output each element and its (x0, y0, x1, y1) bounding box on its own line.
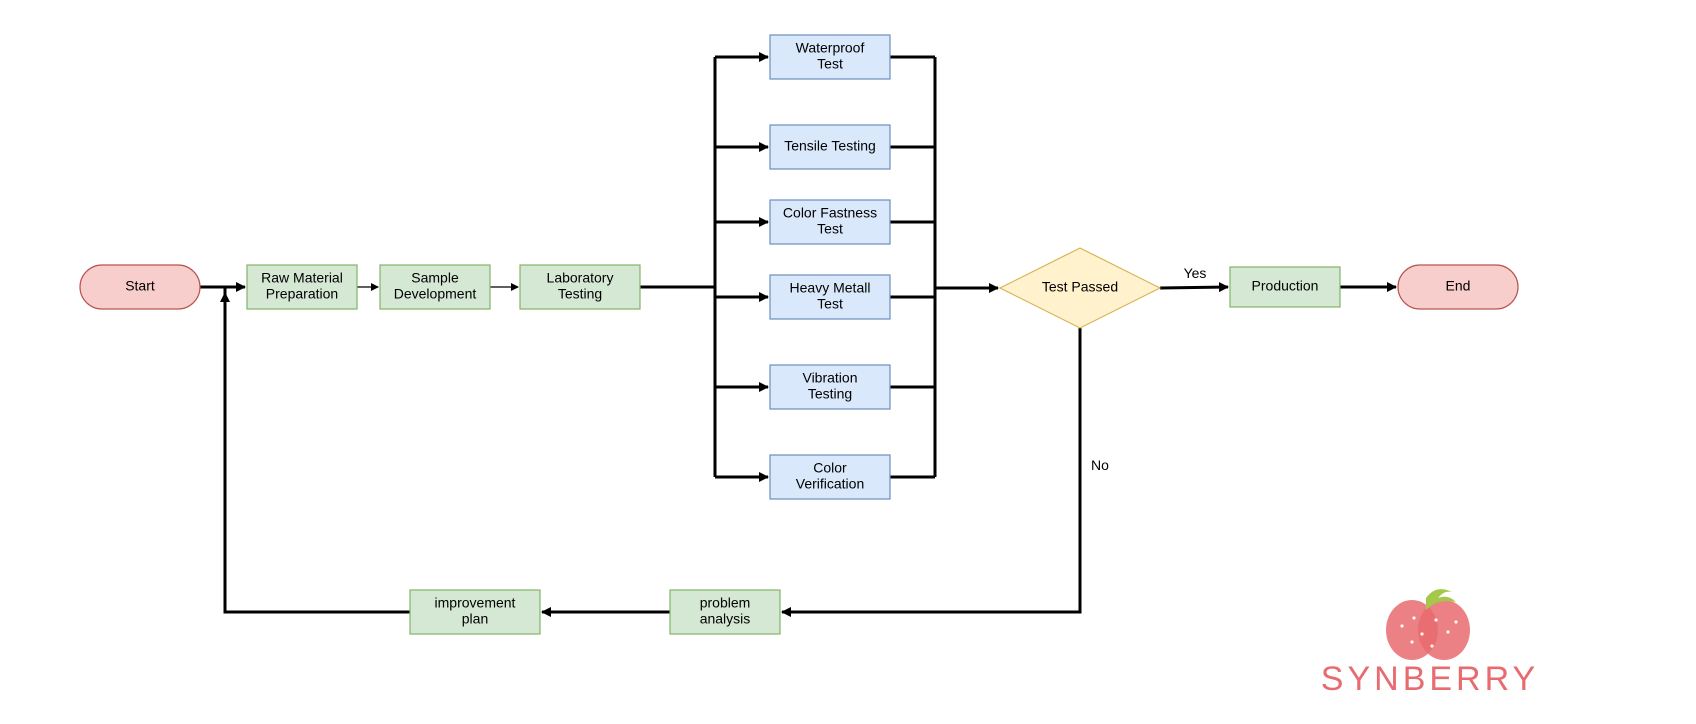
svg-text:Tensile Testing: Tensile Testing (784, 138, 876, 154)
svg-text:Raw Material: Raw Material (261, 270, 343, 286)
svg-text:Vibration: Vibration (802, 370, 857, 386)
node-color-fastness-test: Color FastnessTest (770, 200, 890, 244)
svg-text:Sample: Sample (411, 270, 459, 286)
node-laboratory-testing: LaboratoryTesting (520, 265, 640, 309)
svg-text:Start: Start (125, 278, 155, 294)
svg-text:plan: plan (462, 611, 488, 627)
node-end: End (1398, 265, 1518, 309)
svg-text:Production: Production (1252, 278, 1319, 294)
svg-text:Testing: Testing (558, 286, 602, 302)
svg-text:No: No (1091, 457, 1109, 473)
svg-text:analysis: analysis (700, 611, 751, 627)
svg-text:Testing: Testing (808, 386, 852, 402)
svg-text:Preparation: Preparation (266, 286, 338, 302)
svg-text:SYNBERRY: SYNBERRY (1321, 660, 1539, 698)
node-start: Start (80, 265, 200, 309)
svg-text:Development: Development (394, 286, 477, 302)
node-waterproof-test: WaterproofTest (770, 35, 890, 79)
svg-text:Heavy Metall: Heavy Metall (790, 280, 871, 296)
logo-synberry: SYNBERRY (1321, 589, 1539, 698)
svg-text:Laboratory: Laboratory (547, 270, 614, 286)
svg-text:improvement: improvement (435, 595, 516, 611)
svg-text:problem: problem (700, 595, 751, 611)
node-vibration-testing: VibrationTesting (770, 365, 890, 409)
svg-text:Color: Color (813, 460, 847, 476)
svg-text:Test: Test (817, 56, 843, 72)
node-color-verification: ColorVerification (770, 455, 890, 499)
node-decision-test-passed: Test Passed (1000, 248, 1160, 328)
node-production: Production (1230, 267, 1340, 307)
svg-text:Yes: Yes (1184, 265, 1207, 281)
node-problem-analysis: problemanalysis (670, 590, 780, 634)
node-heavy-metal-test: Heavy MetallTest (770, 275, 890, 319)
node-improvement-plan: improvementplan (410, 590, 540, 634)
svg-text:Test: Test (817, 296, 843, 312)
svg-text:Test Passed: Test Passed (1042, 279, 1118, 295)
svg-text:Color Fastness: Color Fastness (783, 205, 877, 221)
svg-text:Test: Test (817, 221, 843, 237)
node-raw-material: Raw MaterialPreparation (247, 265, 357, 309)
svg-text:Verification: Verification (796, 476, 864, 492)
nodes-layer: Start Raw MaterialPreparation SampleDevelo… (80, 35, 1518, 634)
svg-text:Waterproof: Waterproof (796, 40, 865, 56)
svg-text:End: End (1446, 278, 1471, 294)
node-sample-development: SampleDevelopment (380, 265, 490, 309)
node-tensile-testing: Tensile Testing (770, 125, 890, 169)
